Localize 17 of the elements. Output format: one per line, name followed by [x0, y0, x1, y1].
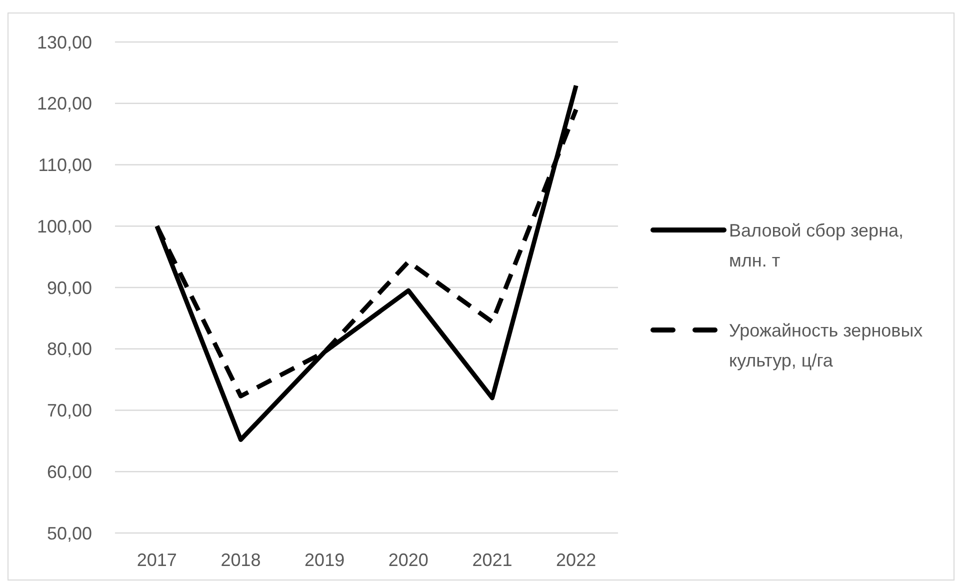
y-tick-label: 60,00 — [46, 462, 92, 482]
x-tick-label: 2022 — [556, 550, 596, 570]
y-tick-label: 120,00 — [36, 94, 92, 114]
x-tick-label: 2020 — [388, 550, 428, 570]
x-tick-label: 2021 — [472, 550, 512, 570]
y-tick-label: 90,00 — [46, 278, 92, 298]
y-tick-label: 100,00 — [36, 216, 92, 236]
x-tick-label: 2018 — [220, 550, 261, 570]
legend-label: Валовой сбор зерна, млн. т — [729, 220, 904, 270]
y-tick-label: 110,00 — [38, 155, 92, 176]
legend-label: Урожайность зерновых культур, ц/га — [729, 320, 923, 370]
x-tick-label: 2019 — [304, 550, 345, 570]
y-tick-label: 70,00 — [46, 400, 92, 421]
x-tick-label: 2017 — [136, 550, 177, 570]
y-tick-label: 80,00 — [46, 339, 92, 360]
y-tick-label: 50,00 — [46, 523, 92, 544]
y-tick-label: 130,00 — [36, 32, 92, 52]
